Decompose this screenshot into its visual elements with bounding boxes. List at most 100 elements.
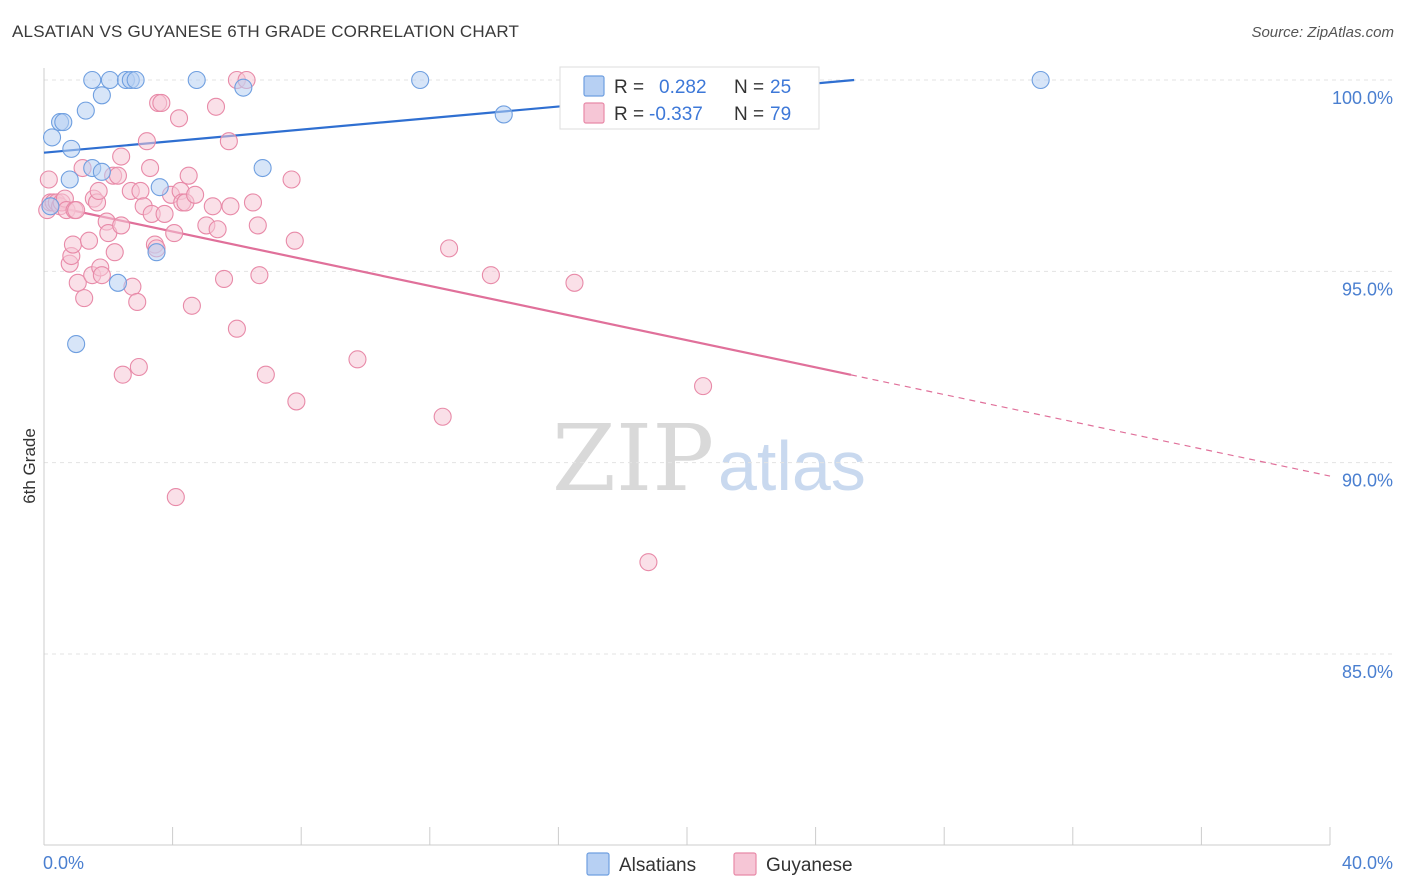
- point-guyanese-34: [128, 292, 147, 311]
- point-guyanese-23: [92, 266, 111, 285]
- point-alsatians-11: [92, 162, 111, 181]
- point-guyanese-61: [219, 132, 238, 151]
- point-guyanese-55: [186, 185, 205, 204]
- point-guyanese-70: [282, 170, 301, 189]
- point-guyanese-45: [155, 204, 174, 223]
- point-alsatians-7: [76, 101, 95, 120]
- series-legend: Alsatians Guyanese: [586, 852, 853, 876]
- point-guyanese-28: [108, 166, 127, 185]
- point-guyanese-16: [75, 289, 94, 308]
- y-tick-label-85: 85.0%: [1342, 662, 1393, 682]
- legend-swatch-guyanese: [583, 102, 605, 124]
- point-guyanese-78: [639, 553, 658, 572]
- trend-line-guyanese: [43, 203, 852, 376]
- point-guyanese-27: [105, 243, 124, 262]
- point-guyanese-38: [137, 132, 156, 151]
- point-alsatians-19: [187, 70, 206, 90]
- y-tick-label-100: 100.0%: [1332, 88, 1393, 108]
- series-legend-swatch-guyanese: [733, 852, 757, 876]
- point-guyanese-62: [221, 197, 240, 216]
- legend-n-label-alsatians: N =: [734, 77, 764, 98]
- point-alsatians-10: [92, 86, 111, 105]
- point-guyanese-57: [203, 197, 222, 216]
- chart-source: Source: ZipAtlas.com: [1251, 24, 1394, 41]
- point-guyanese-71: [285, 231, 304, 250]
- point-guyanese-75: [440, 239, 459, 258]
- series-legend-swatch-alsatians: [586, 852, 610, 876]
- scatter-points: [38, 70, 1050, 572]
- legend-r-label-guyanese: R =: [614, 104, 644, 125]
- point-guyanese-1: [39, 170, 58, 189]
- point-guyanese-44: [152, 93, 171, 113]
- y-tick-label-95: 95.0%: [1342, 279, 1393, 299]
- point-alsatians-17: [147, 243, 166, 262]
- axes: [43, 68, 1331, 846]
- point-guyanese-73: [348, 350, 367, 369]
- legend-r-value-guyanese: -0.337: [649, 104, 703, 125]
- point-guyanese-30: [112, 147, 131, 166]
- point-guyanese-59: [208, 220, 227, 239]
- correlation-legend: R = 0.282 N = 25 R = -0.337 N = 79: [559, 66, 820, 130]
- point-alsatians-24: [1031, 70, 1050, 90]
- point-guyanese-49: [169, 109, 189, 128]
- point-alsatians-22: [411, 70, 430, 90]
- point-guyanese-76: [481, 266, 500, 285]
- series-legend-label-guyanese: Guyanese: [766, 855, 853, 876]
- point-guyanese-11: [63, 235, 82, 254]
- y-tick-label-90: 90.0%: [1342, 471, 1393, 491]
- point-guyanese-36: [131, 181, 150, 201]
- point-guyanese-29: [112, 216, 131, 235]
- point-alsatians-1: [42, 128, 62, 147]
- point-guyanese-53: [179, 166, 198, 185]
- point-guyanese-48: [166, 488, 185, 507]
- point-guyanese-63: [227, 319, 246, 338]
- point-alsatians-21: [253, 158, 272, 178]
- point-alsatians-12: [100, 70, 119, 90]
- point-alsatians-5: [62, 139, 81, 158]
- trend-line-extension-guyanese: [850, 374, 1331, 477]
- legend-n-value-guyanese: 79: [770, 104, 791, 125]
- point-guyanese-17: [79, 231, 99, 250]
- point-alsatians-18: [150, 178, 169, 197]
- point-guyanese-68: [250, 266, 269, 285]
- y-tick-labels: 100.0% 95.0% 90.0% 85.0%: [1332, 88, 1393, 682]
- watermark-atlas: atlas: [718, 427, 866, 505]
- point-alsatians-16: [126, 70, 145, 90]
- legend-r-label-alsatians: R =: [614, 77, 644, 98]
- point-alsatians-23: [494, 105, 513, 124]
- point-guyanese-54: [182, 296, 201, 315]
- point-guyanese-39: [141, 158, 160, 178]
- point-guyanese-13: [67, 201, 86, 220]
- point-guyanese-72: [287, 392, 306, 411]
- point-guyanese-66: [243, 193, 263, 212]
- point-guyanese-79: [694, 377, 713, 396]
- point-guyanese-14: [68, 273, 87, 292]
- legend-r-value-alsatians: 0.282: [659, 77, 707, 98]
- chart-title: ALSATIAN VS GUYANESE 6TH GRADE CORRELATI…: [12, 22, 520, 41]
- point-guyanese-47: [165, 224, 184, 243]
- legend-swatch-alsatians: [583, 75, 605, 97]
- legend-n-label-guyanese: N =: [734, 104, 764, 125]
- y-axis-title: 6th Grade: [20, 428, 39, 504]
- point-alsatians-6: [67, 334, 86, 354]
- point-alsatians-3: [54, 113, 73, 132]
- point-guyanese-69: [256, 365, 275, 384]
- point-guyanese-58: [206, 97, 226, 116]
- point-alsatians-20: [234, 78, 253, 97]
- point-alsatians-9: [83, 70, 102, 90]
- point-guyanese-60: [214, 269, 234, 289]
- point-alsatians-0: [41, 197, 60, 216]
- point-alsatians-13: [108, 273, 127, 292]
- x-tick-label-min: 0.0%: [43, 853, 84, 873]
- point-alsatians-4: [60, 170, 79, 189]
- point-guyanese-67: [248, 216, 267, 235]
- point-guyanese-21: [89, 181, 108, 201]
- watermark: ZIP atlas: [552, 405, 866, 512]
- point-guyanese-31: [113, 365, 132, 384]
- gridlines: [44, 79, 1392, 655]
- point-guyanese-35: [129, 357, 148, 377]
- x-tick-label-max: 40.0%: [1342, 853, 1393, 873]
- point-guyanese-74: [433, 407, 452, 426]
- point-guyanese-77: [565, 273, 584, 292]
